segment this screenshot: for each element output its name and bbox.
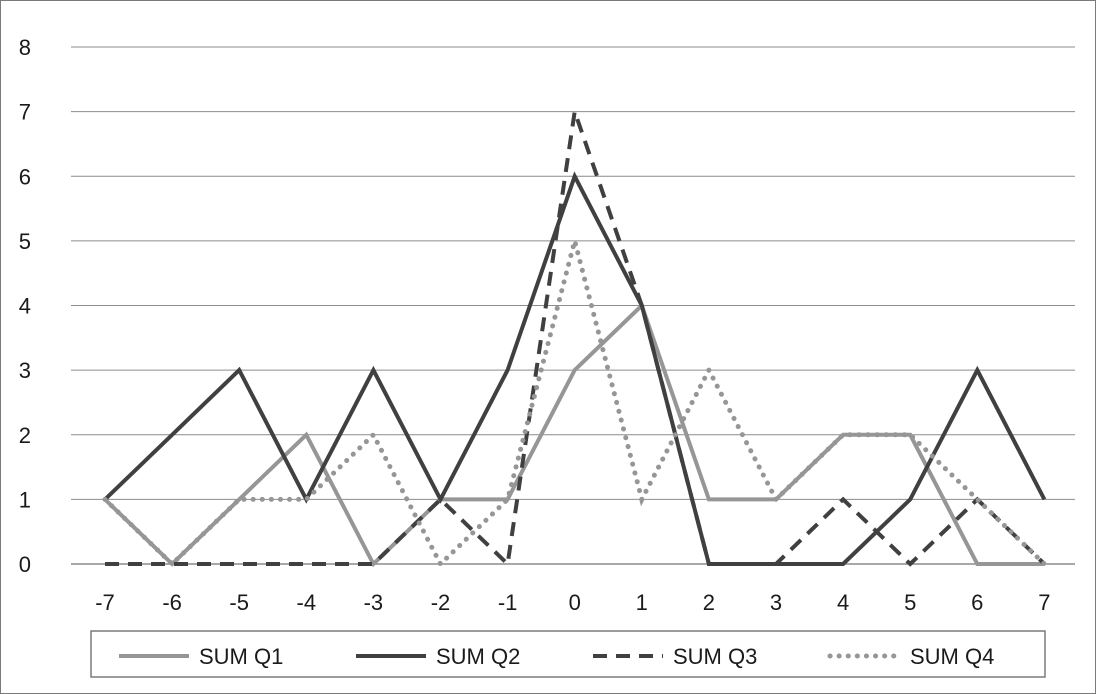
legend-entry: SUM Q1: [119, 644, 283, 669]
series-sum-q2: [103, 171, 1047, 566]
legend-entry: SUM Q2: [356, 644, 520, 669]
x-tick-label: -4: [297, 590, 317, 615]
legend-entry: SUM Q3: [593, 644, 757, 669]
x-tick-label: 7: [1038, 590, 1050, 615]
x-tick-label: -6: [162, 590, 182, 615]
legend-label: SUM Q1: [199, 644, 283, 669]
series-line: [103, 171, 1047, 566]
legend-entry: SUM Q4: [827, 644, 994, 669]
y-tick-label: 5: [19, 229, 31, 254]
series-sum-q4: [102, 230, 1047, 569]
series-line: [102, 230, 1047, 569]
x-tick-label: 3: [770, 590, 782, 615]
x-tick-label: 0: [569, 590, 581, 615]
series-lines: [102, 110, 1047, 569]
x-tick-label: 4: [837, 590, 849, 615]
y-tick-label: 0: [19, 552, 31, 577]
x-tick-label: -1: [498, 590, 518, 615]
y-tick-label: 8: [19, 35, 31, 60]
x-tick-label: 5: [904, 590, 916, 615]
legend-label: SUM Q3: [673, 644, 757, 669]
legend-label: SUM Q2: [436, 644, 520, 669]
y-tick-label: 3: [19, 358, 31, 383]
x-tick-label: -2: [431, 590, 451, 615]
y-tick-label: 6: [19, 164, 31, 189]
x-tick-label: -7: [95, 590, 115, 615]
y-tick-label: 7: [19, 100, 31, 125]
y-tick-label: 2: [19, 423, 31, 448]
x-tick-label: -5: [229, 590, 249, 615]
x-tick-label: 1: [636, 590, 648, 615]
legend: SUM Q1 SUM Q2 SUM Q3 SUM Q4: [90, 630, 1046, 678]
x-axis-tick-labels: -7 -6 -5 -4 -3 -2 -1 0 1 2 3 4 5 6 7: [95, 590, 1050, 615]
y-tick-label: 4: [19, 294, 31, 319]
y-axis-tick-labels: 0 1 2 3 4 5 6 7 8: [19, 35, 31, 577]
legend-label: SUM Q4: [910, 644, 994, 669]
x-tick-label: 6: [971, 590, 983, 615]
x-tick-label: -3: [364, 590, 384, 615]
y-tick-label: 1: [19, 487, 31, 512]
x-tick-label: 2: [703, 590, 715, 615]
